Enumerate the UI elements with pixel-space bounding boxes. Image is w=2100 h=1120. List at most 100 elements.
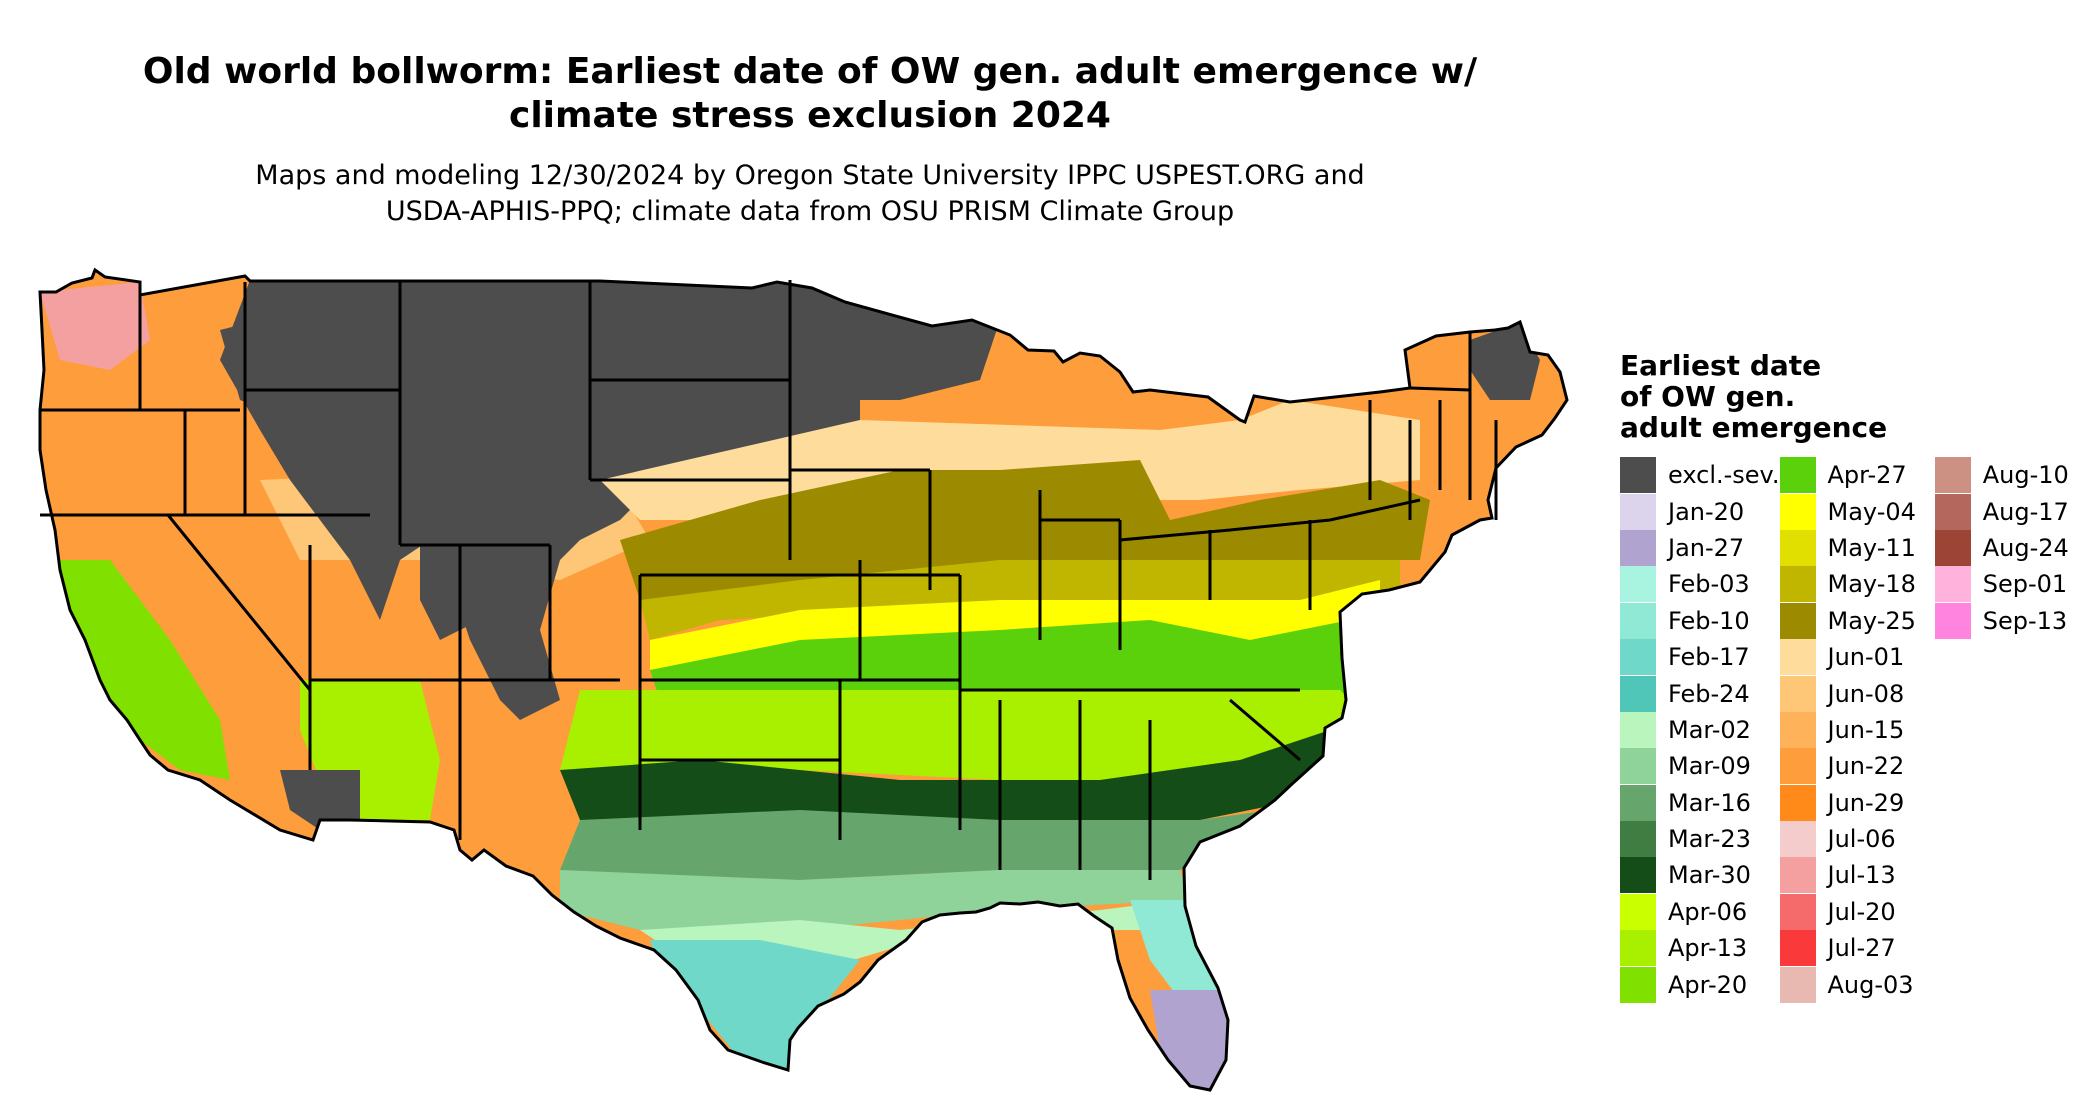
legend-item: Feb-03 [1620, 566, 1780, 603]
legend-label: Jan-27 [1668, 533, 1745, 562]
legend-item: Jul-27 [1779, 930, 1935, 967]
legend-title-line2: of OW gen. [1620, 380, 1796, 413]
legend-swatch [1934, 602, 1971, 639]
legend-item: Mar-16 [1620, 784, 1780, 821]
legend-item: May-25 [1779, 602, 1935, 639]
legend-item: Jul-06 [1779, 821, 1935, 858]
legend-item: excl.-sev. [1620, 457, 1780, 494]
legend-swatch [1620, 639, 1656, 676]
legend-item: Sep-13 [1934, 602, 2090, 639]
legend-label: May-04 [1827, 497, 1916, 526]
legend-label: Apr-06 [1668, 897, 1748, 926]
legend-swatch [1934, 566, 1971, 603]
map-title: Old world bollworm: Earliest date of OW … [60, 50, 1560, 138]
legend-swatch [1779, 675, 1816, 712]
legend-swatch [1620, 748, 1656, 785]
legend-label: Feb-17 [1668, 643, 1750, 672]
legend-swatch [1620, 821, 1656, 858]
legend-swatch [1934, 529, 1971, 566]
legend-item: Aug-03 [1779, 966, 1935, 1003]
us-map [38, 268, 1569, 1092]
legend-item: Jul-20 [1779, 893, 1935, 930]
legend-swatch [1934, 493, 1971, 530]
legend-item: Mar-02 [1620, 711, 1780, 748]
legend: Earliest date of OW gen. adult emergence… [1620, 350, 2090, 1003]
legend-columns: excl.-sev. Jan-20 Jan-27 Feb-03 Feb-10 Feb-17… [1620, 457, 2090, 1003]
legend-label: Apr-20 [1668, 970, 1748, 999]
legend-item: Apr-06 [1620, 893, 1780, 930]
legend-label: May-25 [1827, 606, 1916, 635]
legend-swatch [1779, 639, 1816, 676]
legend-label: Jun-08 [1827, 679, 1905, 708]
legend-label: Jul-06 [1827, 825, 1896, 854]
legend-column: Apr-27 May-04 May-11 May-18 May-25 Jun-01 Jun-… [1779, 457, 1935, 1003]
legend-item: Feb-10 [1620, 602, 1780, 639]
state-borders [40, 280, 1498, 880]
legend-column: Aug-10 Aug-17 Aug-24 Sep-01 Sep-13 [1934, 457, 2090, 1003]
legend-swatch [1779, 457, 1816, 494]
legend-item: Jun-01 [1779, 639, 1935, 676]
legend-swatch [1620, 675, 1656, 712]
map-panel [38, 268, 1569, 1092]
legend-label: Mar-16 [1668, 788, 1751, 817]
legend-label: Jul-20 [1827, 897, 1896, 926]
legend-swatch [1779, 493, 1816, 530]
legend-label: Sep-13 [1982, 606, 2068, 635]
legend-swatch [1620, 457, 1656, 494]
legend-item: Mar-09 [1620, 748, 1780, 785]
legend-swatch [1779, 529, 1816, 566]
legend-swatch [1620, 930, 1656, 967]
legend-item: Feb-17 [1620, 639, 1780, 676]
map-subtitle-line1: Maps and modeling 12/30/2024 by Oregon S… [255, 160, 1365, 191]
legend-swatch [1779, 930, 1816, 967]
legend-label: May-18 [1827, 570, 1916, 599]
legend-item: Jun-29 [1779, 784, 1935, 821]
map-title-line2: climate stress exclusion 2024 [509, 95, 1111, 136]
legend-swatch [1620, 966, 1656, 1003]
legend-label: excl.-sev. [1668, 461, 1780, 490]
legend-swatch [1779, 602, 1816, 639]
legend-item: Jun-15 [1779, 711, 1935, 748]
legend-item: Apr-13 [1620, 930, 1780, 967]
legend-item: Mar-23 [1620, 821, 1780, 858]
map-subtitle: Maps and modeling 12/30/2024 by Oregon S… [60, 158, 1560, 230]
legend-item: Mar-30 [1620, 857, 1780, 894]
legend-item: Aug-17 [1934, 493, 2090, 530]
legend-swatch [1779, 711, 1816, 748]
legend-item: May-11 [1779, 529, 1935, 566]
legend-swatch [1779, 821, 1816, 858]
legend-swatch [1620, 602, 1656, 639]
legend-label: Mar-09 [1668, 752, 1751, 781]
legend-label: Jun-15 [1827, 715, 1905, 744]
legend-item: Aug-10 [1934, 457, 2090, 494]
legend-label: Aug-03 [1827, 970, 1914, 999]
legend-swatch [1779, 748, 1816, 785]
legend-swatch [1779, 784, 1816, 821]
legend-title-line3: adult emergence [1620, 411, 1888, 444]
legend-item: Apr-20 [1620, 966, 1780, 1003]
legend-label: Jun-29 [1827, 788, 1905, 817]
legend-label: Jul-13 [1827, 861, 1896, 890]
legend-label: Aug-10 [1982, 461, 2069, 490]
legend-column: excl.-sev. Jan-20 Jan-27 Feb-03 Feb-10 Feb-17… [1620, 457, 1780, 1003]
legend-item: Jun-22 [1779, 748, 1935, 785]
legend-label: Jan-20 [1668, 497, 1745, 526]
legend-swatch [1620, 857, 1656, 894]
map-subtitle-line2: USDA-APHIS-PPQ; climate data from OSU PR… [385, 196, 1235, 227]
legend-item: May-04 [1779, 493, 1935, 530]
legend-item: Feb-24 [1620, 675, 1780, 712]
legend-swatch [1779, 566, 1816, 603]
legend-item: Sep-01 [1934, 566, 2090, 603]
legend-label: Aug-17 [1982, 497, 2069, 526]
legend-item: May-18 [1779, 566, 1935, 603]
legend-item: Jan-27 [1620, 529, 1780, 566]
legend-label: Feb-03 [1668, 570, 1750, 599]
legend-swatch [1779, 857, 1816, 894]
legend-item: Jun-08 [1779, 675, 1935, 712]
legend-label: Sep-01 [1982, 570, 2068, 599]
legend-swatch [1620, 493, 1656, 530]
legend-item: Apr-27 [1779, 457, 1935, 494]
legend-label: Mar-30 [1668, 861, 1751, 890]
legend-swatch [1620, 711, 1656, 748]
legend-label: Jun-22 [1827, 752, 1905, 781]
